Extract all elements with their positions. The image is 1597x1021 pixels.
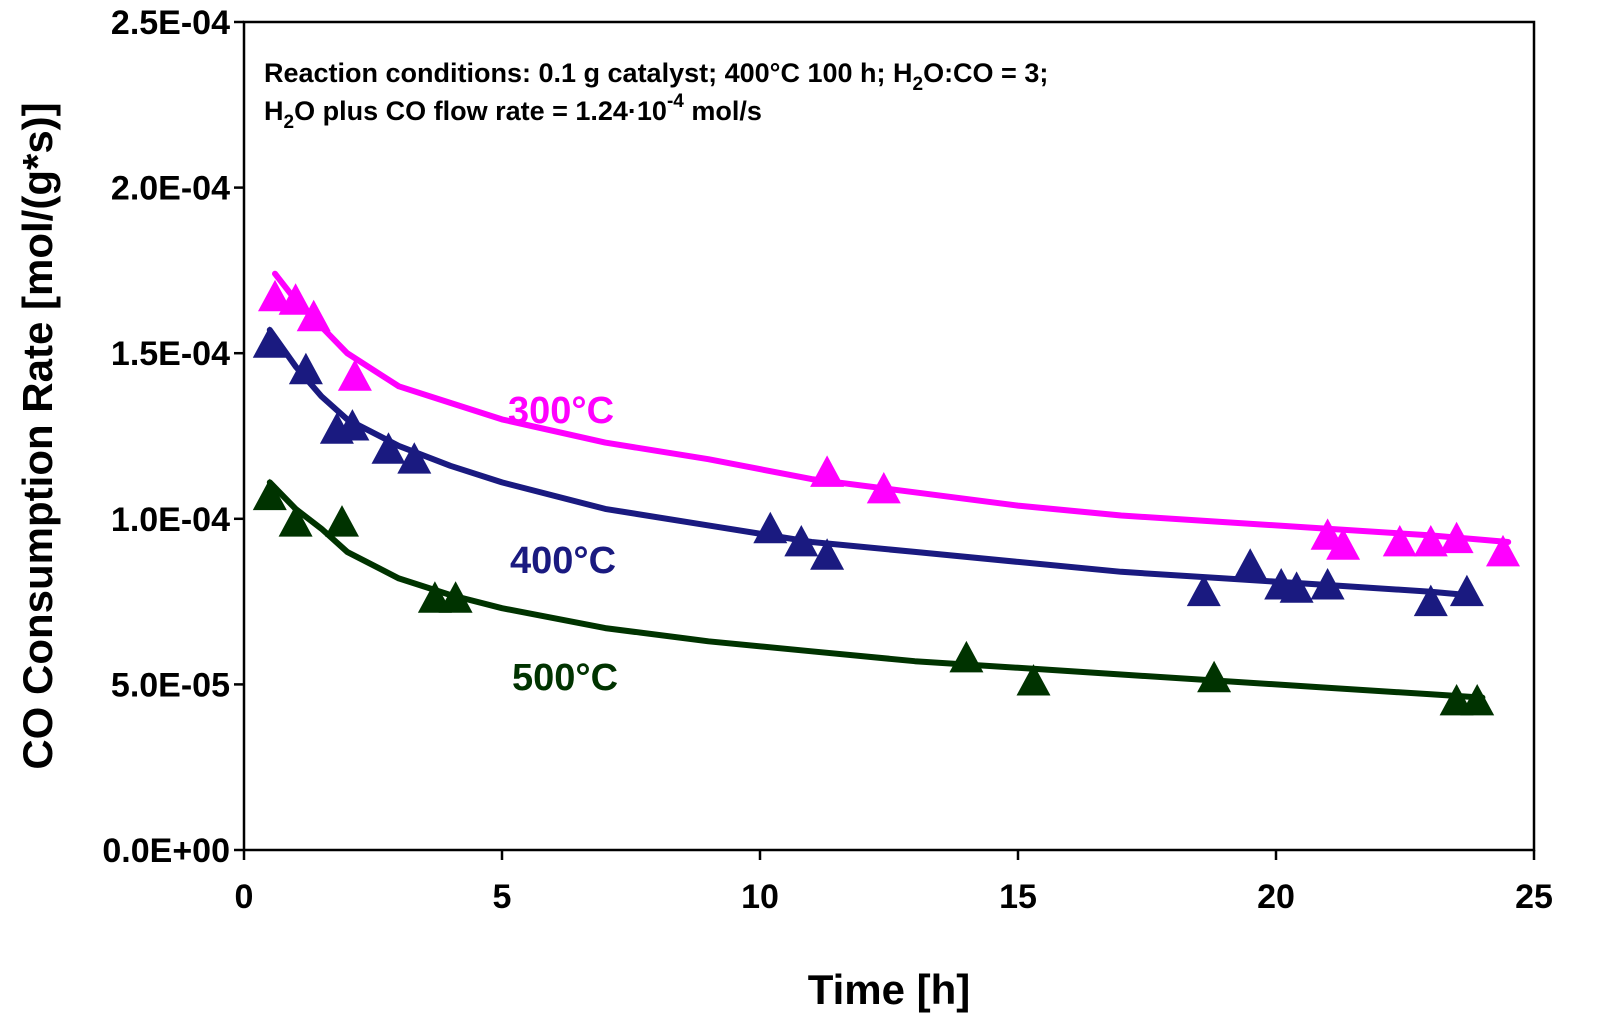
data-point-0 (866, 472, 901, 504)
data-point-0 (296, 299, 331, 332)
data-point-0 (1413, 525, 1448, 557)
x-tick-label: 25 (1515, 878, 1553, 916)
data-point-0 (337, 359, 372, 391)
y-axis: 0.0E+00 5.0E-05 1.0E-04 1.5E-04 2.0E-04 2.5E-… (102, 4, 244, 870)
series-label-400: 400°C (510, 540, 616, 582)
y-tick-label: 2.5E-04 (111, 4, 230, 42)
data-point-2 (438, 581, 473, 613)
plot-area (242, 20, 1536, 852)
data-point-1 (1233, 548, 1268, 580)
x-axis-title: Time [h] (808, 966, 971, 1013)
x-axis: 0 5 10 15 20 25 (235, 850, 1553, 916)
x-tick-label: 5 (493, 878, 512, 916)
series-line-0 (272, 270, 1512, 545)
y-tick-label: 1.0E-04 (111, 501, 230, 539)
data-point-1 (397, 442, 432, 474)
data-point-2 (1016, 664, 1051, 696)
y-tick-label: 0.0E+00 (102, 832, 230, 870)
y-tick-label: 5.0E-05 (111, 666, 230, 704)
data-point-1 (1413, 584, 1448, 617)
y-tick-label: 2.0E-04 (111, 170, 230, 208)
data-point-0 (1439, 521, 1474, 554)
annotation-line-1: Reaction conditions: 0.1 g catalyst; 400… (264, 58, 1048, 95)
data-point-0 (258, 279, 292, 312)
data-point-0 (1382, 525, 1417, 557)
data-point-1 (1279, 571, 1314, 603)
x-tick-label: 20 (1257, 878, 1295, 916)
series-line-1 (266, 327, 1470, 598)
data-point-2 (1460, 684, 1495, 716)
data-point-1 (753, 511, 788, 544)
series-line-2 (266, 479, 1486, 701)
data-point-1 (784, 525, 819, 557)
data-point-1 (288, 352, 323, 385)
y-axis-title: CO Consumption Rate [mol/(g*s)] (14, 102, 61, 769)
data-point-2 (949, 640, 984, 673)
data-point-2 (252, 478, 287, 511)
data-point-1 (252, 326, 287, 358)
y-tick-label: 1.5E-04 (111, 335, 230, 373)
data-point-1 (810, 538, 845, 570)
data-point-1 (1310, 568, 1345, 600)
data-point-2 (325, 505, 359, 537)
x-tick-label: 0 (235, 878, 254, 916)
annotation-line-2: H2O plus CO flow rate = 1.24·10-4 mol/s (264, 91, 762, 133)
data-point-1 (1186, 574, 1221, 607)
data-point-1 (1449, 574, 1484, 607)
data-point-1 (335, 409, 370, 441)
series-label-300: 300°C (508, 390, 614, 432)
data-point-2 (278, 505, 313, 537)
data-point-0 (1486, 534, 1520, 567)
data-point-0 (278, 283, 313, 315)
data-point-0 (810, 455, 845, 487)
markers-layer (252, 279, 1520, 716)
x-tick-label: 10 (741, 878, 779, 916)
series-label-500: 500°C (512, 657, 618, 699)
data-point-2 (1197, 660, 1232, 693)
data-point-0 (1326, 528, 1361, 560)
data-point-1 (371, 432, 406, 464)
series-layer (266, 270, 1512, 701)
x-tick-label: 15 (999, 878, 1037, 916)
